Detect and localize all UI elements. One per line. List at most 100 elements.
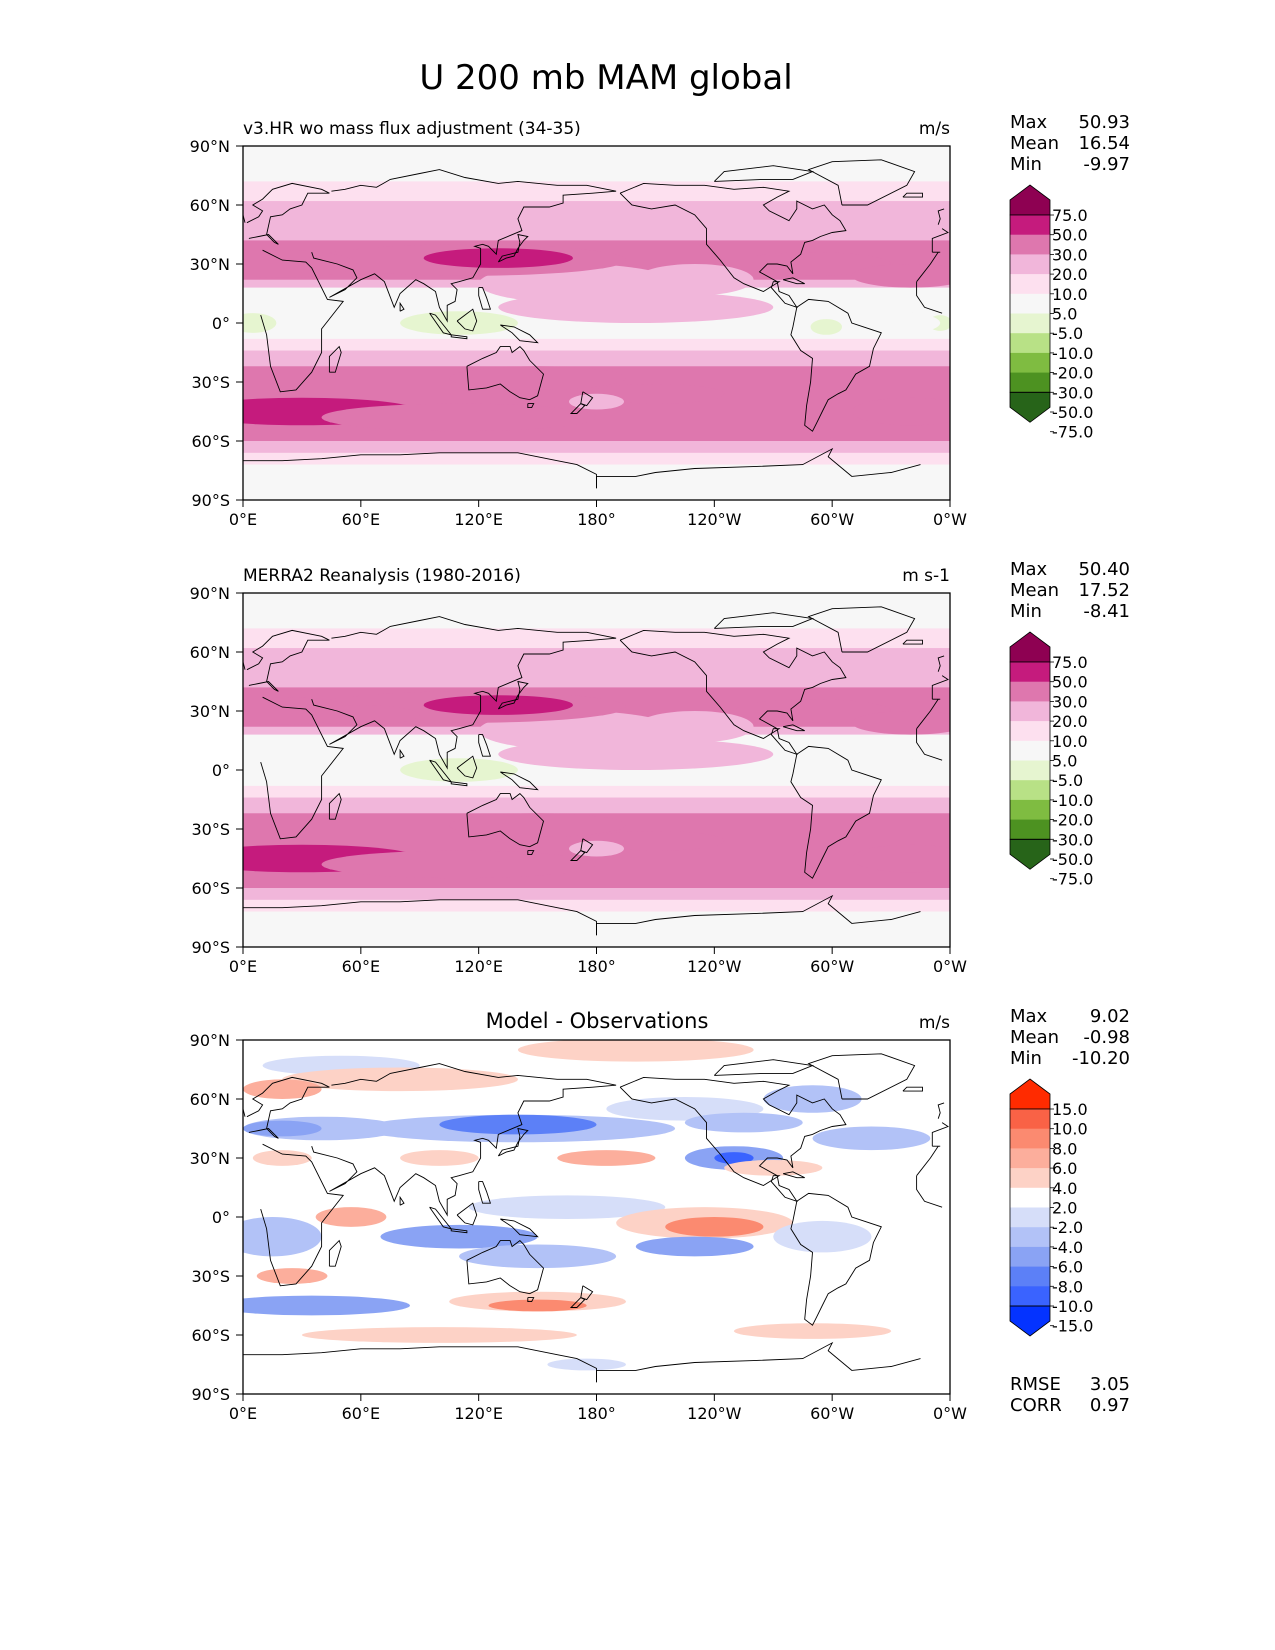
colorbar-swatch — [1010, 1266, 1050, 1287]
jet-africa — [243, 250, 357, 278]
colorbar-extend-top — [1009, 184, 1051, 216]
coastline — [527, 850, 535, 856]
lat-tick-label: 90°S — [191, 938, 230, 957]
stat-value-rmse: 3.05 — [1090, 1374, 1130, 1395]
coastline — [497, 1127, 529, 1157]
stat-label-mean: Mean — [1010, 580, 1059, 601]
coastline — [456, 755, 478, 779]
lon-tick-label: 120°W — [687, 957, 742, 976]
diff-tibet-red — [400, 1150, 479, 1166]
coastlines — [243, 606, 949, 936]
coastline — [500, 1218, 539, 1238]
stat-label-min: Min — [1010, 601, 1042, 622]
colorbar-swatch — [1010, 740, 1050, 761]
coastline — [937, 1102, 945, 1119]
coastlines — [243, 159, 949, 489]
lon-tick-label: 180° — [577, 1404, 616, 1423]
colorbar-swatch — [1010, 215, 1050, 236]
jet-australia — [449, 366, 626, 390]
colorbar-swatch — [1010, 780, 1050, 801]
coastline — [937, 655, 945, 672]
coastline — [260, 1143, 345, 1287]
diff-npac-core — [439, 1114, 597, 1135]
coastline — [246, 1076, 330, 1139]
coastline — [569, 403, 586, 414]
coastline — [527, 403, 535, 409]
lon-tick-label: 60°W — [810, 957, 854, 976]
colorbar-label: 6.0 — [1052, 1159, 1077, 1178]
lon-tick-label: 60°E — [342, 957, 380, 976]
colorbar-label: -5.0 — [1052, 324, 1083, 343]
jet-south-indian — [321, 850, 597, 879]
colorbar-swatch — [1010, 799, 1050, 821]
diff-epac-core — [665, 1217, 764, 1237]
coastline — [328, 1239, 342, 1267]
lon-tick-label: 120°E — [454, 510, 503, 529]
coastline — [902, 192, 923, 198]
coastline — [497, 233, 529, 263]
colorbar-label: -30.0 — [1052, 383, 1093, 402]
colorbar-swatch — [1010, 1227, 1050, 1248]
lon-tick-label: 0°E — [229, 510, 257, 529]
lon-tick-label: 0°W — [933, 510, 967, 529]
coastline — [596, 894, 921, 936]
stat-label-corr: CORR — [1010, 1395, 1062, 1416]
lat-tick-label: 90°N — [190, 584, 230, 603]
stat-label-min: Min — [1010, 1048, 1042, 1069]
coastline — [782, 724, 805, 732]
lat-tick-label: 0° — [212, 761, 230, 780]
coastline — [619, 629, 847, 756]
lon-tick-label: 180° — [577, 510, 616, 529]
jet-south-atlantic — [851, 844, 950, 873]
coastlines — [243, 1053, 949, 1383]
jet-core-asia — [423, 695, 573, 715]
lon-tick-label: 60°E — [342, 1404, 380, 1423]
stat-label-rmse: RMSE — [1010, 1374, 1061, 1395]
lon-tick-label: 120°W — [687, 1404, 742, 1423]
coastline — [311, 169, 617, 323]
lat-tick-label: 0° — [212, 1208, 230, 1227]
stat-value-min: -9.97 — [1083, 154, 1130, 175]
colorbar-label: -10.0 — [1052, 791, 1093, 810]
coastline — [937, 208, 945, 225]
map-area — [243, 593, 950, 947]
coastline — [931, 1122, 949, 1147]
coastline — [466, 1240, 545, 1295]
easterly-amazon — [810, 319, 842, 335]
colorbar-label: 10.0 — [1052, 1120, 1088, 1139]
colorbar-label: 2.0 — [1052, 1199, 1077, 1218]
coastline — [500, 771, 539, 791]
colorbar-swatch — [1010, 293, 1050, 314]
lon-tick-label: 0°W — [933, 1404, 967, 1423]
diff-canada-blue — [684, 1112, 803, 1133]
colorbar-label: 5.0 — [1052, 752, 1077, 771]
coastline — [596, 447, 921, 489]
panel-units: m/s — [919, 119, 950, 139]
coastline — [328, 345, 342, 373]
coastline — [931, 675, 949, 700]
figure-title: U 200 mb MAM global — [419, 58, 792, 98]
coastline — [399, 748, 405, 759]
coastline — [807, 606, 916, 653]
weak-spot — [569, 840, 624, 857]
colorbar: 75.050.030.020.010.05.0-5.0-10.0-20.0-30… — [1009, 184, 1093, 442]
colorbar-label: -10.0 — [1052, 344, 1093, 363]
diff-europe-blue-core — [243, 1120, 322, 1137]
coastline — [619, 1076, 847, 1203]
coastline — [902, 1086, 923, 1092]
panel-obs: MERRA2 Reanalysis (1980-2016) m s-1 90°N… — [190, 566, 968, 976]
diff-europe-red — [243, 1079, 322, 1099]
lat-tick-label: 60°S — [191, 879, 230, 898]
lat-tick-label: 90°S — [191, 491, 230, 510]
coastline — [916, 251, 939, 282]
lat-tick-label: 60°S — [191, 432, 230, 451]
colorbar-label: 8.0 — [1052, 1139, 1077, 1158]
coastline — [916, 281, 943, 314]
stat-value-mean: 16.54 — [1078, 133, 1130, 154]
coastline — [456, 1202, 478, 1226]
coastline — [782, 277, 805, 285]
coastline — [243, 1346, 597, 1383]
diff-so-red — [301, 1327, 577, 1343]
stat-label-max: Max — [1010, 112, 1048, 133]
